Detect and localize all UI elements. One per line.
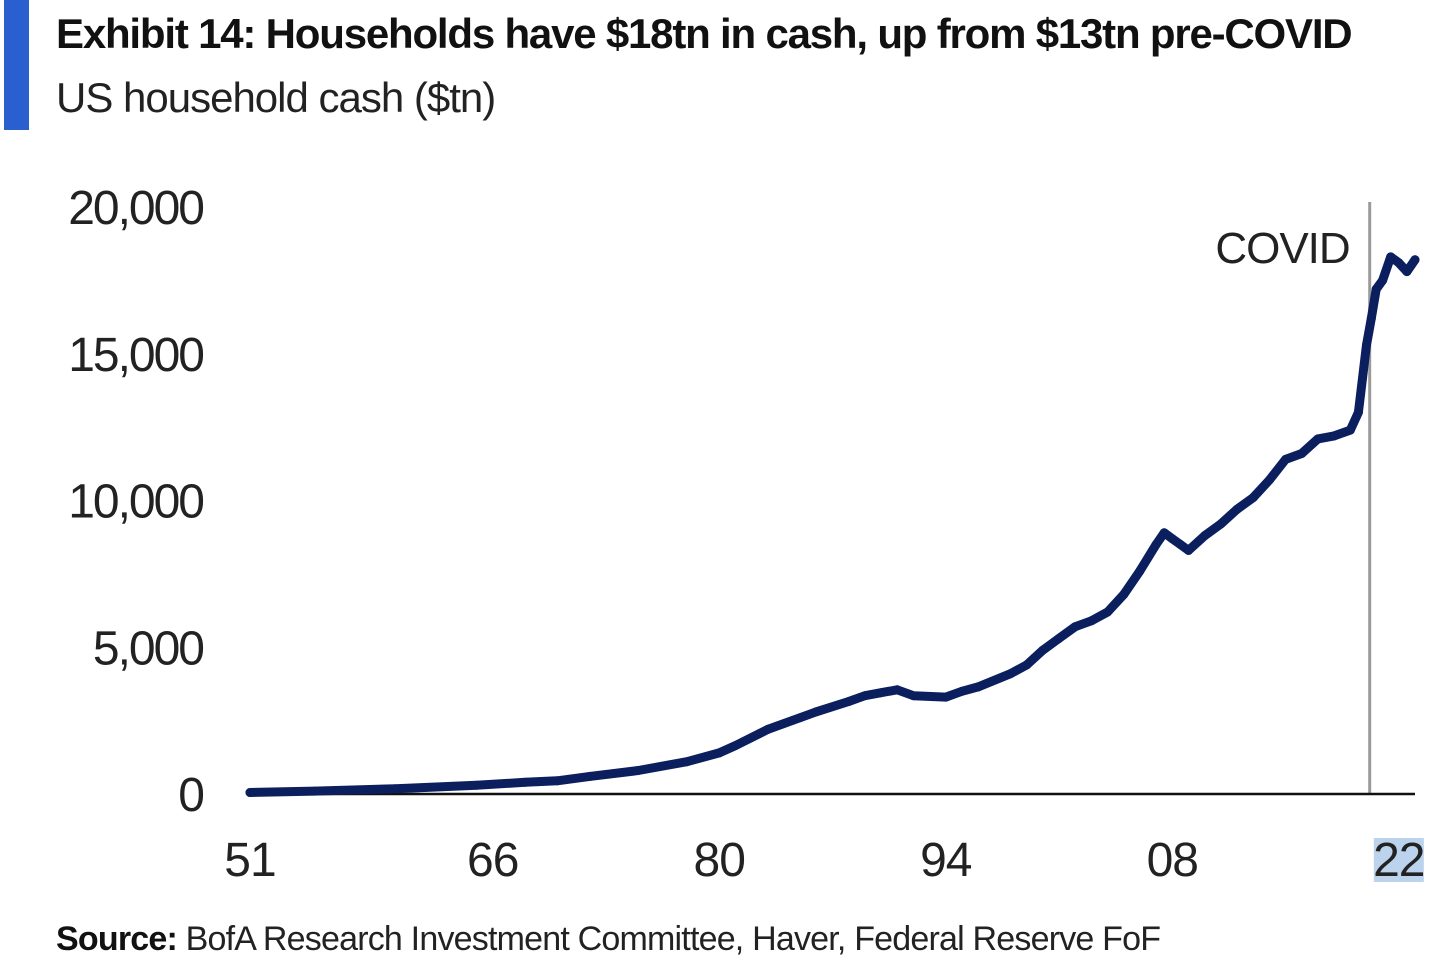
data-point [1103,607,1113,617]
x-tick-label: 51 [224,834,275,887]
chart-title: Exhibit 14: Households have $18tn in cas… [56,10,1353,57]
data-point [1297,449,1307,458]
data-point [1345,425,1355,435]
y-tick-label: 15,000 [68,329,203,382]
data-point [860,691,870,701]
data-point [1054,633,1064,643]
data-point [1119,589,1129,599]
data-point [472,780,481,790]
data-point [1248,493,1258,503]
data-point [1386,252,1396,262]
data-point [1200,531,1210,541]
y-axis-ticks: 0 5,000 10,000 15,000 20,000 [68,182,205,822]
data-point [1329,431,1339,441]
data-point [633,766,643,775]
data-point [1362,340,1371,350]
data-point [714,748,724,758]
x-tick-label: 66 [467,834,518,887]
x-tick-label: 80 [694,834,745,887]
data-point [1313,434,1323,444]
data-point [1232,504,1242,514]
data-point [795,713,805,723]
data-point [1184,545,1193,555]
covid-marker: COVID [1215,202,1372,794]
data-point [892,685,902,695]
source-text: BofA Research Investment Committee, Have… [177,920,1161,958]
y-tick-label: 10,000 [68,476,203,529]
data-point [1264,475,1274,485]
data-point [844,697,854,706]
data-point [520,777,530,787]
y-tick-label: 5,000 [93,622,203,675]
data-point [1378,275,1388,285]
data-point [1070,622,1080,632]
data-point [1410,255,1420,265]
data-point [585,771,595,781]
data-point [310,786,320,796]
x-tick-label: 08 [1147,834,1198,887]
data-point [1175,540,1185,549]
y-tick-label: 20,000 [68,182,203,235]
data-point [811,707,821,717]
data-point [1394,258,1404,268]
series-points [245,252,1420,797]
source-note: Source: BofA Research Investment Committ… [56,920,1161,959]
data-point [1371,284,1381,294]
data-point [1216,519,1226,529]
data-point [1135,566,1145,576]
data-point [1281,454,1291,464]
source-label: Source: [56,920,178,958]
x-axis-ticks: 51 66 80 94 08 22 [224,834,1425,887]
data-point [1366,314,1376,323]
data-point [1006,669,1015,679]
data-point [973,682,983,692]
data-point [1353,407,1363,417]
data-point [763,724,773,734]
data-point [1038,645,1048,655]
x-tick-label: 94 [920,834,972,887]
data-point [957,686,967,696]
data-point [1402,267,1412,277]
data-point [730,741,740,751]
y-tick-label: 0 [178,769,203,822]
data-point [1086,616,1096,626]
data-point [941,692,951,702]
data-point [682,757,692,767]
data-point [908,691,918,701]
data-point [876,688,886,698]
x-tick-label: 22 [1373,834,1424,887]
data-point [1022,660,1032,670]
x-tick-highlight [1373,838,1424,882]
covid-label: COVID [1215,224,1349,273]
accent-bar [4,0,29,130]
data-point [1151,540,1161,549]
data-point [245,788,255,797]
chart-subtitle: US household cash ($tn) [56,74,496,121]
series-line [245,252,1420,797]
data-point [552,776,562,786]
data-point [1159,528,1169,538]
data-point [1167,534,1177,544]
data-point [391,784,401,794]
